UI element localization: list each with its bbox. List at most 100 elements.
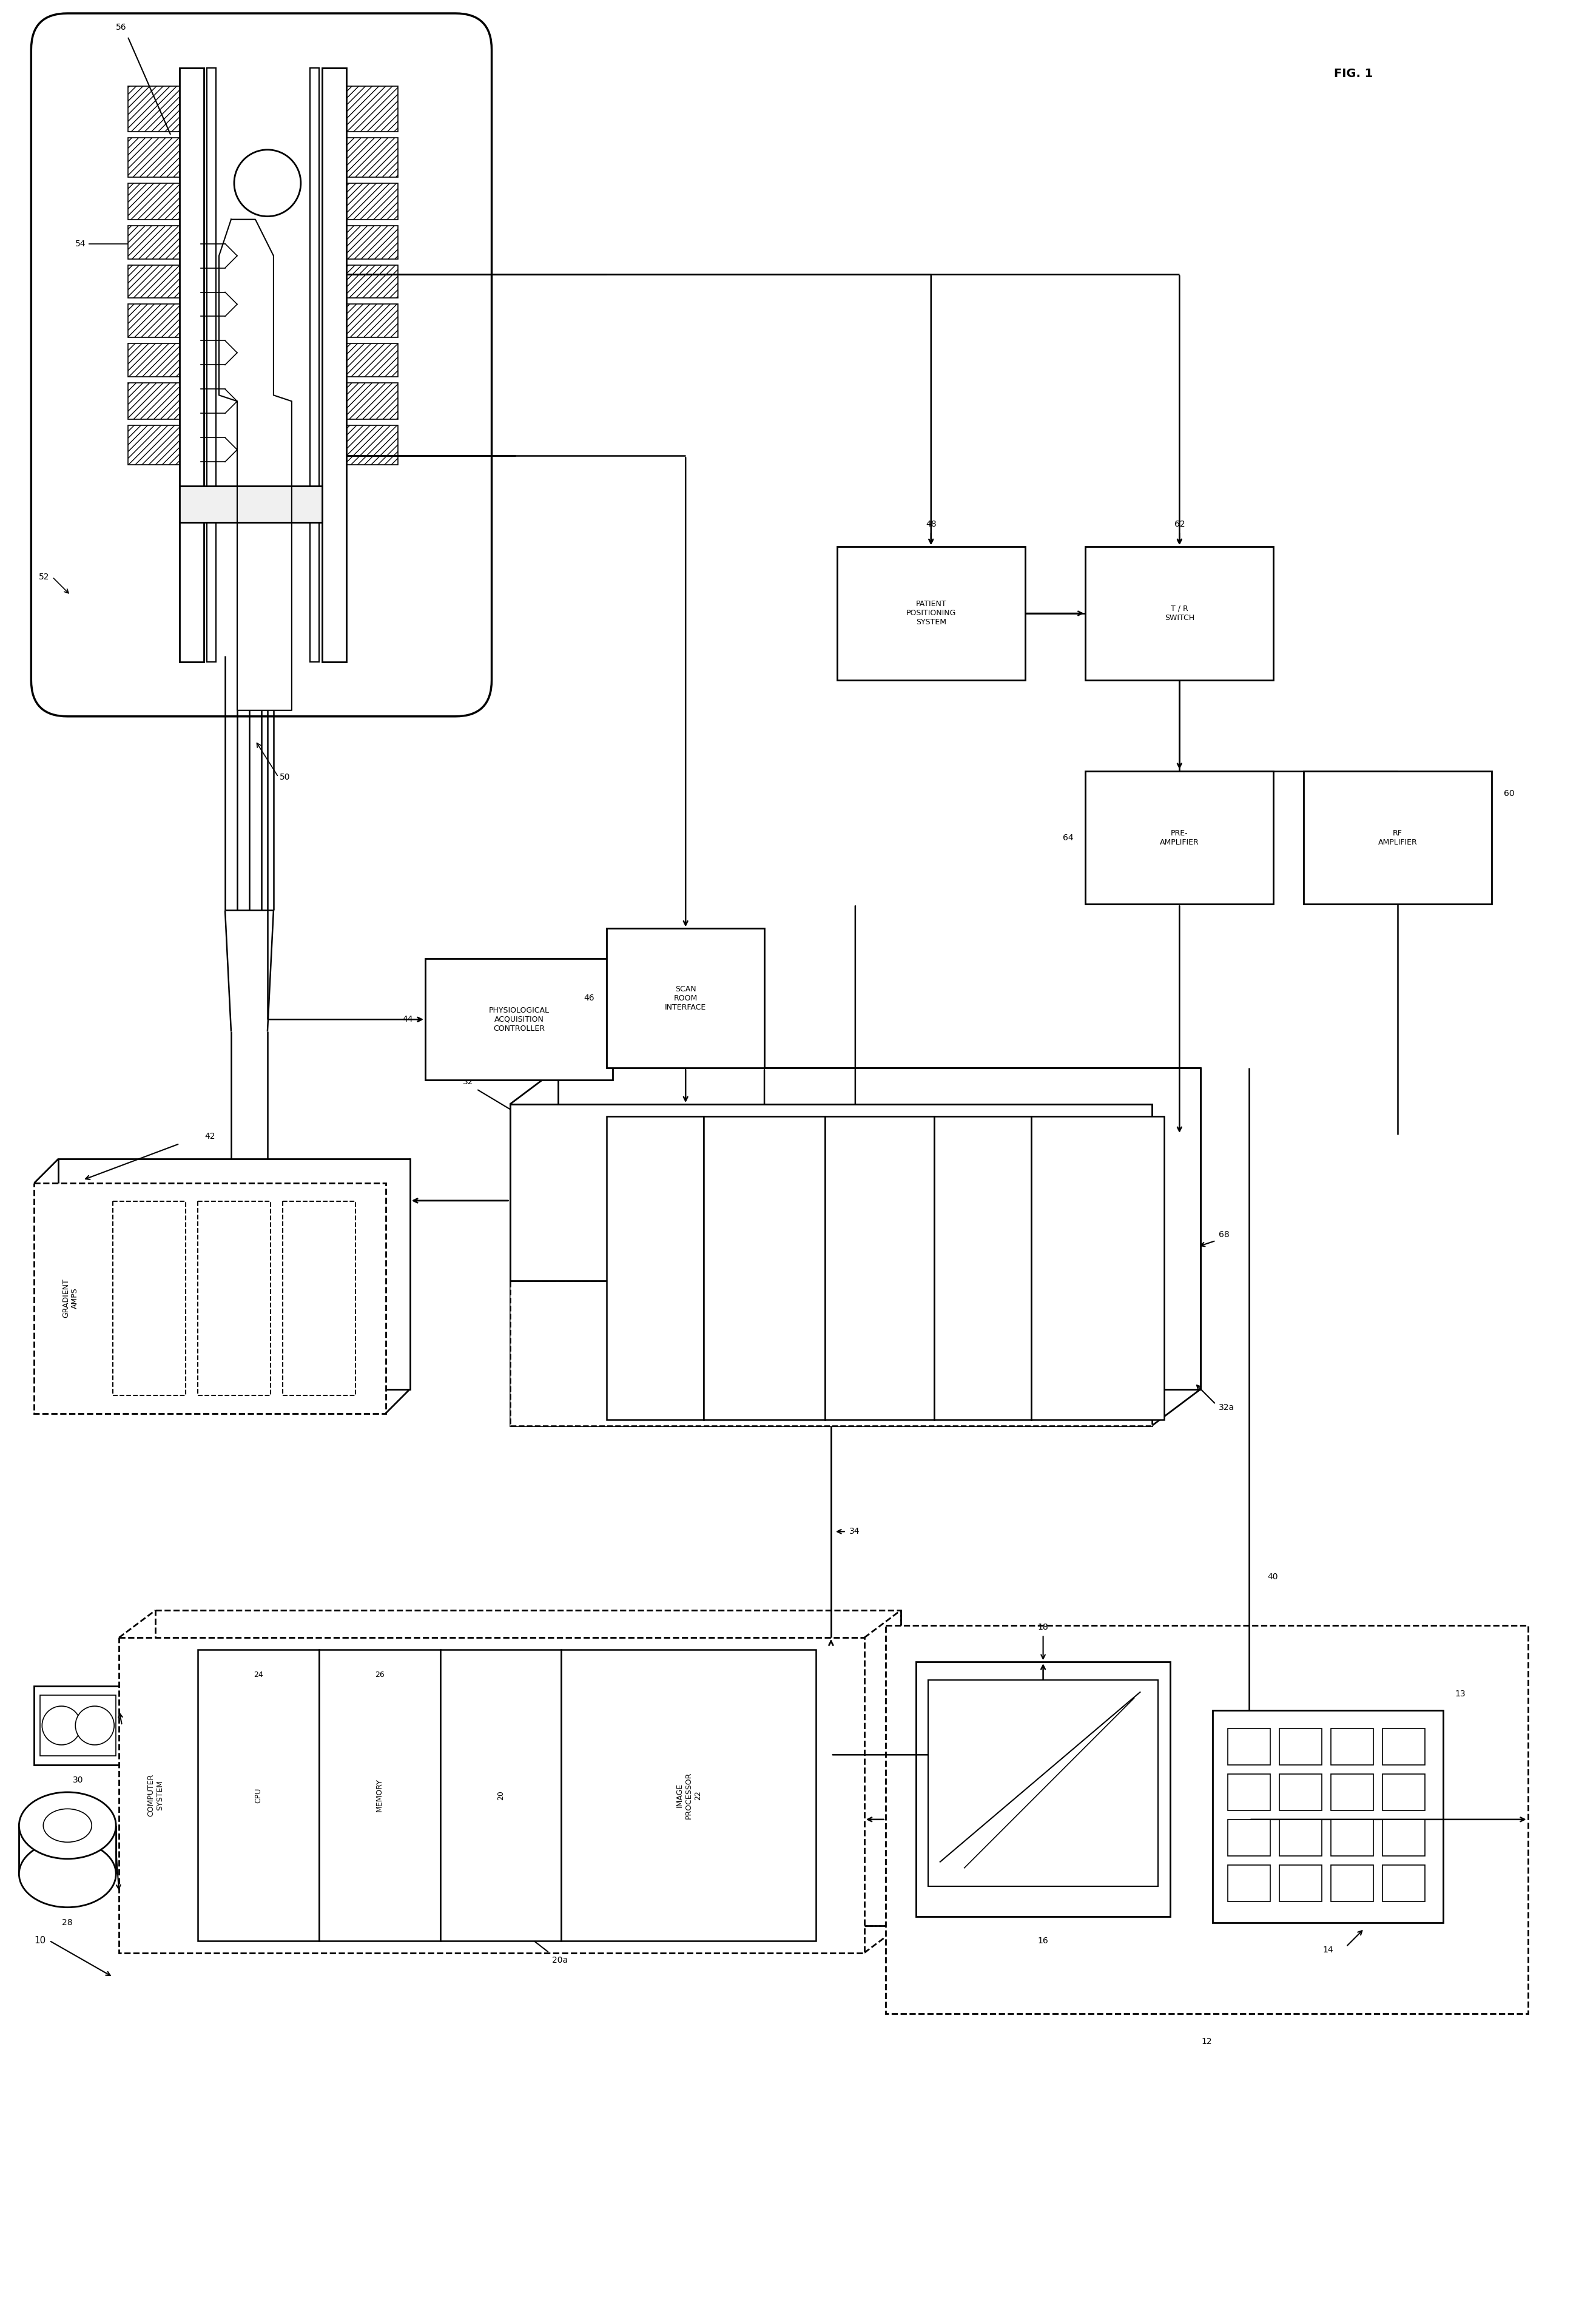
Text: 14: 14 [1323,1946,1333,1953]
Text: AMP: AMP [145,1273,153,1289]
Text: COMPUTER
SYSTEM: COMPUTER SYSTEM [147,1775,164,1816]
Bar [1227,1865,1270,1902]
Bar [509,1282,1152,1425]
Bar [509,1104,1152,1425]
Circle shape [75,1705,115,1745]
Bar [128,183,185,220]
Text: 12: 12 [1202,2039,1211,2046]
Bar [916,1661,1170,1916]
Bar [559,1067,1200,1388]
Bar [128,264,185,299]
Bar [1382,1729,1425,1766]
Text: 48: 48 [926,521,937,528]
Bar [606,928,764,1067]
Bar [562,1650,816,1941]
Bar [934,1115,1031,1418]
Text: 68: 68 [1219,1231,1229,1238]
Text: 56: 56 [117,23,126,32]
Bar [1331,1819,1374,1856]
Bar [34,1687,121,1766]
Bar [198,1201,270,1395]
Bar [310,67,319,662]
Text: 16: 16 [1037,1937,1049,1944]
Text: PRE-
AMPLIFIER: PRE- AMPLIFIER [1160,828,1199,847]
Text: 40: 40 [1267,1574,1278,1580]
Text: G$_Y$: G$_Y$ [230,1310,239,1321]
Bar [59,1159,410,1388]
Text: MEMORY: MEMORY [978,1252,986,1284]
Bar [1331,1729,1374,1766]
Text: MEMORY: MEMORY [375,1779,383,1812]
Bar [606,1115,704,1418]
Bar [180,67,204,662]
Text: AMP: AMP [314,1273,322,1289]
Bar [1331,1775,1374,1810]
Text: 54: 54 [75,238,86,248]
Text: 42: 42 [204,1132,215,1141]
Text: SYSTEM
CONTROL: SYSTEM CONTROL [543,1245,562,1287]
Bar [825,1115,934,1418]
Text: 20: 20 [496,1791,504,1800]
Text: 20a: 20a [552,1955,568,1965]
Bar [836,546,1025,680]
Bar [128,384,185,419]
Text: CPU: CPU [254,1786,262,1803]
Bar [128,303,185,338]
Bar [128,224,185,259]
Bar [425,958,613,1081]
Bar [1280,1865,1321,1902]
Text: 13: 13 [1456,1689,1465,1698]
Bar [340,183,397,220]
Bar [1227,1729,1270,1766]
Text: PHYSIOLOGICAL
ACQUISITION
CONTROLLER: PHYSIOLOGICAL ACQUISITION CONTROLLER [488,1007,549,1032]
Bar [1331,1865,1374,1902]
Bar [340,224,397,259]
Bar [1280,1729,1321,1766]
Text: PATIENT
POSITIONING
SYSTEM: PATIENT POSITIONING SYSTEM [907,599,956,627]
Bar [340,345,397,377]
Text: T / R
SWITCH: T / R SWITCH [1165,604,1194,622]
Text: 34: 34 [849,1527,860,1536]
Circle shape [41,1705,81,1745]
Text: 10: 10 [34,1937,46,1946]
Bar [113,1201,185,1395]
Bar [282,1201,356,1395]
Bar [704,1115,825,1418]
Bar [440,1650,562,1941]
Text: SCAN
ROOM
INTERFACE: SCAN ROOM INTERFACE [666,986,707,1011]
FancyBboxPatch shape [32,14,492,717]
Bar [1280,1819,1321,1856]
Bar [128,137,185,176]
Bar [322,67,346,662]
Text: AMP: AMP [230,1273,238,1289]
Bar [34,1182,386,1414]
Text: 28: 28 [62,1918,73,1928]
Text: G$_Z$: G$_Z$ [144,1310,155,1321]
Bar [198,1650,319,1941]
Ellipse shape [43,1810,91,1842]
Text: PULSE
GENERATOR: PULSE GENERATOR [757,1245,772,1291]
Text: TRANS-
CEIVER: TRANS- CEIVER [871,1254,887,1282]
Bar [1382,1819,1425,1856]
Bar [155,1611,900,1925]
Text: 36: 36 [651,1141,661,1148]
Ellipse shape [19,1791,117,1858]
Text: IMAGE
PROCESSOR
22: IMAGE PROCESSOR 22 [675,1773,702,1819]
Text: ARRAY
PROCESSOR: ARRAY PROCESSOR [1088,1245,1106,1291]
Bar [1085,546,1274,680]
Bar [128,345,185,377]
Bar [509,1104,1152,1282]
Text: GRADIENT
AMPS: GRADIENT AMPS [62,1280,80,1319]
Bar [340,86,397,132]
Bar [120,1638,865,1953]
Text: G$_X$: G$_X$ [314,1310,324,1321]
Text: 38: 38 [760,1141,769,1148]
Bar [128,426,185,465]
Text: 66: 66 [978,1141,988,1148]
Text: RF
AMPLIFIER: RF AMPLIFIER [1377,828,1417,847]
Text: 60: 60 [1503,789,1515,798]
Text: 18: 18 [1037,1622,1049,1631]
Bar [128,86,185,132]
Bar [340,137,397,176]
Bar [886,1624,1527,2013]
